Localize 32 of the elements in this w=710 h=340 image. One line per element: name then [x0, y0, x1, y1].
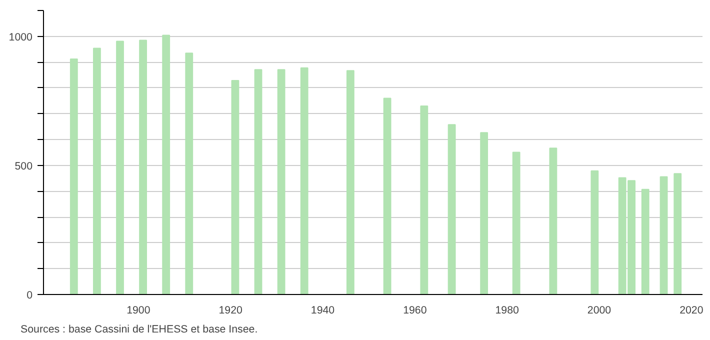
x-tick-label: 1980 [495, 304, 520, 316]
y-tick-label: 500 [14, 160, 33, 172]
bar [139, 40, 147, 294]
bar [277, 69, 286, 294]
bar [93, 48, 101, 294]
x-tick-label: 1940 [310, 304, 335, 316]
bar [641, 188, 650, 294]
x-tick-label: 2020 [680, 304, 704, 316]
bar [300, 67, 308, 294]
bar [346, 70, 354, 294]
y-tick-label: 1000 [8, 31, 33, 44]
bar [116, 40, 124, 294]
bar [480, 132, 488, 294]
bar [162, 34, 170, 294]
x-tick-label: 1920 [218, 304, 243, 316]
bar [185, 52, 194, 294]
bar [383, 98, 392, 294]
y-tick-label: 0 [26, 290, 33, 302]
bar [254, 69, 262, 294]
bar [549, 148, 558, 294]
x-tick-label: 1900 [126, 304, 150, 316]
x-tick-label: 2000 [587, 304, 612, 316]
bar [420, 106, 428, 294]
bar [674, 173, 682, 294]
source-note: Sources : base Cassini de l'EHESS et base Insee. [20, 324, 258, 336]
bar [70, 58, 78, 294]
bar [512, 152, 520, 294]
bar [590, 170, 599, 294]
x-tick-label: 1960 [403, 304, 427, 316]
bar [231, 80, 240, 294]
bar [660, 176, 668, 294]
bar [448, 124, 456, 294]
